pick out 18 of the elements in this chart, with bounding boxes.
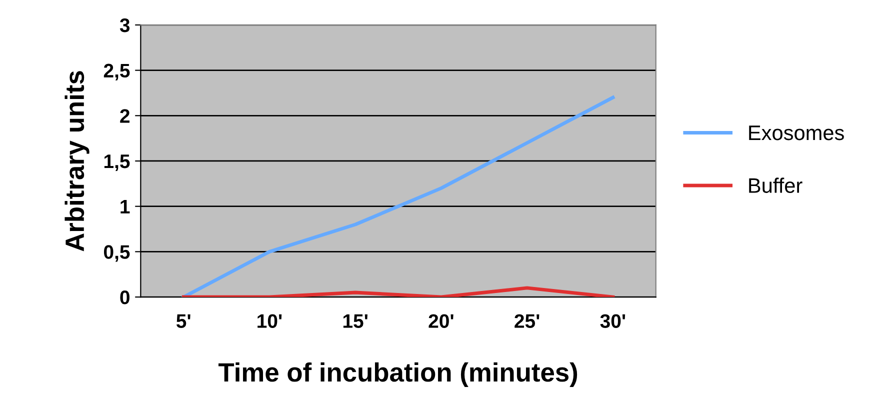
x-tick-label: 15' [343, 314, 368, 328]
x-tick-label: 20' [428, 314, 454, 328]
y-tick-label: 1,5 [104, 154, 130, 172]
legend-label: Exosomes [749, 126, 844, 140]
x-tick-label: 30' [600, 314, 626, 328]
y-tick-label: 2 [120, 109, 130, 123]
x-tick-label: 10' [258, 314, 282, 328]
x-tick-label: 5' [176, 314, 190, 328]
y-tick-label: 0 [120, 290, 130, 304]
y-tick-label: 0,5 [104, 245, 130, 262]
y-tick-label: 2,5 [104, 64, 130, 80]
y-tick-label: 1 [120, 200, 130, 214]
legend-label: Buffer [749, 178, 802, 193]
line-series [182, 96, 615, 298]
x-tick-label: 25' [514, 314, 540, 328]
x-axis-title: Time of incubation (minutes) [218, 362, 578, 387]
y-tick-label: 3 [120, 18, 130, 32]
y-axis-title: Arbitrary units [64, 71, 90, 252]
